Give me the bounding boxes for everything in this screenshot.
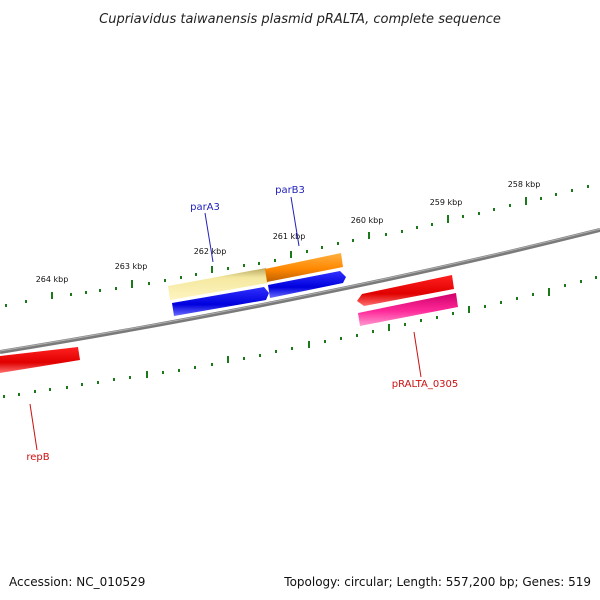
feature-khaki[interactable] <box>168 268 268 300</box>
tick-label-260: 260 kbp <box>351 216 384 225</box>
topology-summary: Topology: circular; Length: 557,200 bp; … <box>283 575 591 589</box>
gene-leader-lines <box>29 196 422 451</box>
outer-tick-ring <box>5 185 589 307</box>
gene-label-parA3[interactable]: parA3 <box>190 202 220 213</box>
tick-label-259: 259 kbp <box>430 198 463 207</box>
inner-tick-ring <box>3 276 597 398</box>
feature-pink-pRALTA-0305[interactable] <box>358 293 458 326</box>
tick-label-262: 262 kbp <box>194 247 227 256</box>
feature-blue-parB3[interactable] <box>268 271 346 298</box>
feature-blue-parA3[interactable] <box>172 287 269 316</box>
plasmid-backbone <box>0 228 600 354</box>
tick-label-261: 261 kbp <box>273 232 306 241</box>
feature-red-pRALTA-0305[interactable] <box>357 275 454 306</box>
ruler-labels: 264 kbp 263 kbp 262 kbp 261 kbp 260 kbp … <box>36 180 541 284</box>
gene-features <box>0 253 458 373</box>
tick-label-264: 264 kbp <box>36 275 69 284</box>
gene-label-parB3[interactable]: parB3 <box>275 185 305 196</box>
tick-label-263: 263 kbp <box>115 262 148 271</box>
feature-red-repB[interactable] <box>0 347 80 373</box>
tick-label-258: 258 kbp <box>508 180 541 189</box>
feature-orange[interactable] <box>265 253 343 282</box>
gene-label-pRALTA-0305[interactable]: pRALTA_0305 <box>392 379 459 390</box>
gene-label-repB[interactable]: repB <box>26 452 49 463</box>
accession-text: Accession: NC_010529 <box>9 575 145 589</box>
map-title: Cupriavidus taiwanensis plasmid pRALTA, … <box>99 12 501 27</box>
